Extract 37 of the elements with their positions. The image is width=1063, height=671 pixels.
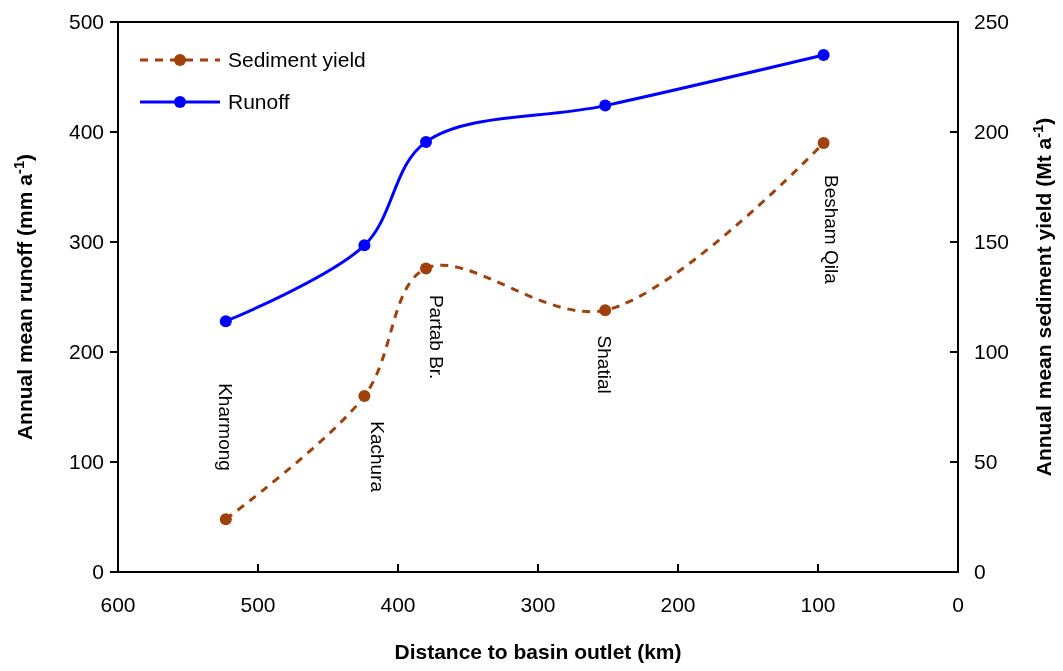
point: [420, 262, 432, 275]
x-tick-label: 600: [100, 593, 136, 616]
y2-tick-label: 100: [974, 340, 1010, 363]
y-tick-label: 0: [92, 560, 104, 583]
x-tick-label: 100: [800, 593, 836, 616]
annotation: Shatial: [594, 335, 616, 394]
y2-tick-label: 50: [974, 450, 998, 473]
annotation: Besham Qila: [820, 175, 842, 285]
y-tick-label: 100: [68, 450, 104, 473]
point: [817, 137, 830, 149]
y-tick-label: 500: [68, 10, 104, 33]
annotation: Kharmong: [214, 383, 236, 471]
x-axis-title: Distance to basin outlet (km): [394, 640, 682, 663]
y-tick-label: 400: [68, 120, 104, 143]
legend-label: Sediment yield: [228, 48, 366, 71]
point: [420, 135, 432, 148]
y2-tick-label: 200: [974, 120, 1010, 143]
annotation: Partab Br.: [426, 294, 447, 380]
x-tick-label: 500: [240, 593, 276, 616]
annotation: Kachura: [367, 421, 389, 493]
point: [599, 304, 612, 317]
y-tick-label: 200: [68, 340, 104, 363]
x-tick-label: 300: [520, 593, 556, 616]
x-tick-label: 400: [380, 593, 416, 616]
point: [358, 390, 371, 402]
y-tick-label: 300: [68, 230, 104, 253]
legend-label: Runoff: [228, 90, 290, 113]
point: [219, 315, 232, 328]
y2-tick-label: 150: [974, 230, 1010, 253]
point: [817, 49, 830, 61]
y2-tick-label: 0: [974, 560, 986, 583]
x-tick-label: 0: [952, 593, 964, 616]
point: [219, 513, 232, 526]
point: [358, 239, 371, 252]
point: [599, 99, 612, 112]
x-tick-label: 200: [660, 593, 696, 616]
y2-tick-label: 250: [974, 10, 1010, 33]
